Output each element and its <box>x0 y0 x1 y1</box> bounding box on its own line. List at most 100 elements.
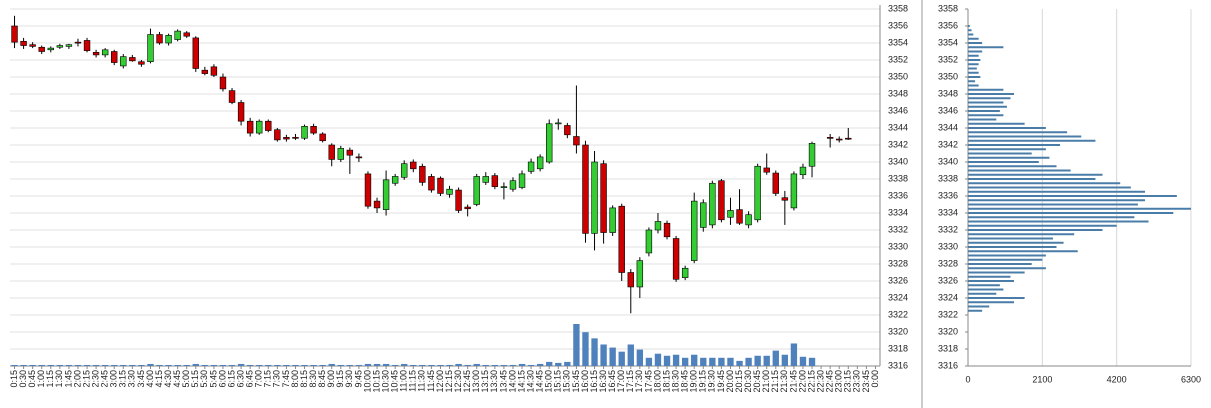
y-tick-label: 3320 <box>888 326 908 336</box>
candle-body <box>391 176 399 184</box>
profile-bar <box>968 203 1138 206</box>
profile-bar <box>968 280 1015 282</box>
y-tick-label: 3356 <box>938 20 958 30</box>
candle-body <box>210 66 218 76</box>
x-tick-label: 12:45 <box>462 370 472 393</box>
candle-body <box>718 180 725 221</box>
volume-bar <box>382 363 390 366</box>
volume-bar <box>808 357 816 366</box>
profile-bar <box>968 173 1103 176</box>
x-tick-label: 2:30 <box>90 370 100 388</box>
x-tick-label: 5:15 <box>190 370 200 388</box>
candle-body <box>319 133 326 142</box>
x-tick-label: 17:30 <box>634 370 644 393</box>
profile-bar <box>968 305 990 308</box>
volume-bar <box>274 364 281 366</box>
candle-body <box>328 144 335 160</box>
x-tick-label: 21:30 <box>779 370 789 393</box>
candle-body <box>627 272 634 288</box>
x-tick-label: 1:30 <box>54 370 64 388</box>
x-tick-label: 15:30 <box>562 370 572 393</box>
volume-bar <box>237 363 245 366</box>
x-tick-label: 20:30 <box>743 370 753 393</box>
y-tick-label: 3322 <box>888 309 908 319</box>
candle-body <box>256 120 263 134</box>
x-tick-label: 14:30 <box>525 370 535 393</box>
profile-bar <box>968 37 979 40</box>
profile-bar <box>968 67 977 70</box>
candle-body <box>183 32 190 37</box>
volume-bar <box>618 351 625 366</box>
x-tick-label: 11:00 <box>399 370 409 392</box>
volume-bar <box>174 364 181 366</box>
candle-body <box>446 188 453 195</box>
x-tick-label: 5:45 <box>208 370 218 388</box>
candle-body <box>836 138 843 141</box>
x-tick-label: 4:45 <box>172 370 182 388</box>
candle-body <box>618 205 625 273</box>
candle-body <box>482 176 489 183</box>
profile-bar <box>968 254 1046 257</box>
candle-body <box>536 156 544 170</box>
x-tick-label: 6:15 <box>226 370 236 388</box>
x-tick-label: 0:15 <box>9 370 19 388</box>
candle-body <box>120 56 127 67</box>
x-tick-label: 11:30 <box>417 370 427 392</box>
x-tick-label: 15:00 <box>544 370 554 393</box>
volume-bar <box>56 364 64 366</box>
y-tick-label: 3318 <box>888 343 908 353</box>
volume-bar <box>92 364 100 366</box>
candle-body <box>845 137 852 140</box>
volume-bar <box>111 364 118 366</box>
volume-bar <box>546 361 553 366</box>
profile-bar <box>968 59 981 61</box>
profile-bar <box>968 301 1015 304</box>
candle-body <box>147 34 154 63</box>
x-tick-label: 1:15 <box>45 370 55 388</box>
candle-body <box>745 214 752 226</box>
profile-bar <box>968 237 1053 240</box>
x-tick-label: 13:00 <box>471 370 481 393</box>
profile-bar <box>968 46 1004 49</box>
profile-bar <box>968 220 1149 223</box>
y-tick-label: 3330 <box>938 241 958 251</box>
volume-bar <box>536 363 544 366</box>
candle-body <box>464 206 471 210</box>
candle-body <box>237 102 245 122</box>
x-tick-label: 15:45 <box>571 370 581 393</box>
x-tick-label: 22:45 <box>825 370 835 393</box>
candle-body <box>419 165 426 183</box>
candle-body <box>772 172 779 194</box>
candle-body <box>364 173 372 207</box>
x-tick-label: 7:30 <box>272 370 282 388</box>
y-tick-label: 3334 <box>938 207 958 217</box>
profile-bar <box>968 165 1057 168</box>
volume-bar <box>700 357 707 366</box>
volume-bar <box>401 363 408 366</box>
profile-bar <box>968 29 972 32</box>
x-tick-label: 19:30 <box>707 370 717 393</box>
profile-bar <box>968 114 1004 117</box>
profile-bar <box>968 233 1075 236</box>
profile-bar <box>968 63 979 66</box>
volume-bar <box>555 362 562 366</box>
volume-bar <box>256 364 263 366</box>
y-tick-label: 3336 <box>938 190 958 200</box>
x-tick-label: 13:30 <box>489 370 499 393</box>
volume-bar <box>636 349 644 366</box>
volume-bar <box>419 364 426 366</box>
x-tick-label: 19:45 <box>716 370 726 393</box>
profile-bar <box>968 292 997 295</box>
candle-body <box>573 136 580 146</box>
candle-body <box>564 125 571 136</box>
x-tick-label: 23:30 <box>852 370 862 393</box>
candle-body <box>83 40 91 51</box>
y-tick-label: 3344 <box>938 122 958 132</box>
x-tick-label: 13:45 <box>498 370 508 393</box>
profile-bar <box>968 148 1046 151</box>
x-tick-label: 10:45 <box>390 370 400 393</box>
volume-bar <box>11 364 18 366</box>
volume-bar <box>120 364 127 366</box>
x-tick-label: 6:00 <box>217 370 227 388</box>
x-tick-label: 5:30 <box>199 370 209 388</box>
